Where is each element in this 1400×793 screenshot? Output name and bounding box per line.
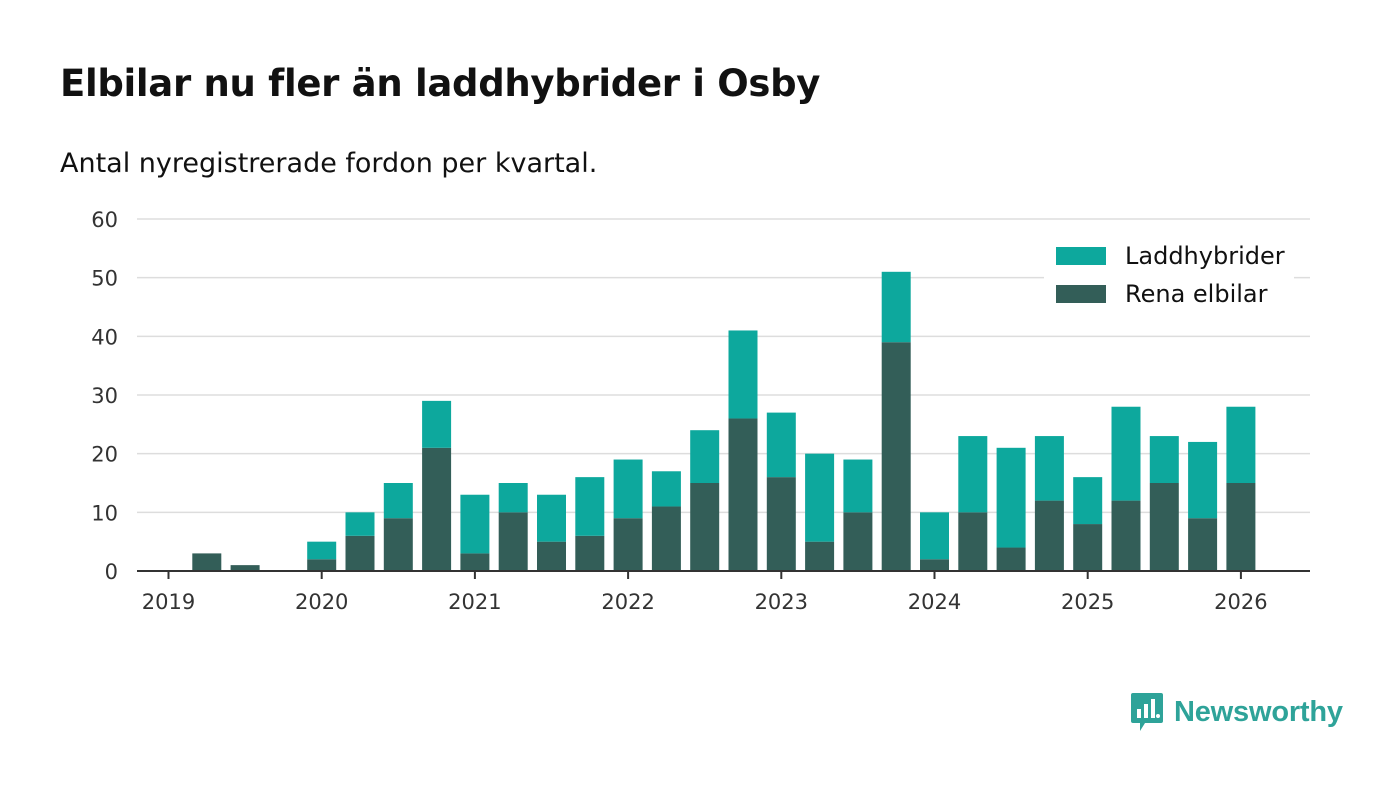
bar-rena-elbilar-2022-Q3 [690,483,720,571]
bar-laddhybrider-2024-Q3 [996,447,1026,548]
bar-rena-elbilar-2022-Q1 [613,518,643,571]
bar-laddhybrider-2023-Q1 [766,412,796,478]
bar-rena-elbilar-2020-Q4 [422,447,452,571]
bar-laddhybrider-2020-Q1 [307,541,337,560]
bar-rena-elbilar-2024-Q3 [996,547,1026,571]
bar-rena-elbilar-2024-Q2 [958,512,988,571]
x-tick-label: 2025 [1061,590,1114,614]
bar-rena-elbilar-2025-Q2 [1111,500,1141,571]
bar-laddhybrider-2025-Q3 [1149,436,1179,483]
bar-rena-elbilar-2020-Q1 [307,559,337,571]
bar-rena-elbilar-2026-Q1 [1226,483,1256,571]
bar-rena-elbilar-2024-Q1 [920,559,949,571]
bar-laddhybrider-2020-Q3 [383,483,413,519]
y-tick-label: 60 [91,208,118,232]
legend-swatch-laddhybrider [1056,247,1106,265]
bar-rena-elbilar-2025-Q4 [1188,518,1218,571]
bar-rena-elbilar-2024-Q4 [1034,500,1064,571]
bar-rena-elbilar-2025-Q1 [1073,524,1103,571]
bar-laddhybrider-2023-Q2 [805,453,835,542]
bar-rena-elbilar-2021-Q3 [537,541,566,571]
bar-rena-elbilar-2025-Q3 [1149,483,1179,571]
bar-laddhybrider-2021-Q4 [575,477,605,536]
bar-laddhybrider-2024-Q4 [1034,436,1064,501]
bar-laddhybrider-2022-Q3 [690,430,720,483]
x-tick-label: 2022 [601,590,654,614]
x-tick-label: 2024 [908,590,961,614]
bar-rena-elbilar-2023-Q3 [843,512,873,571]
x-tick-label: 2020 [295,590,348,614]
axes: 2019 2020 2021 2022 2023 2024 2025 2026 [137,570,1310,614]
x-tick-label: 2023 [755,590,808,614]
bar-rena-elbilar-2020-Q2 [345,535,375,571]
bar-laddhybrider-2023-Q4 [881,271,911,343]
bar-laddhybrider-2021-Q3 [537,494,566,542]
bar-laddhybrider-2024-Q2 [958,436,988,513]
bar-laddhybrider-2021-Q1 [460,494,490,554]
bar-rena-elbilar-2019-Q3 [230,565,260,571]
legend-label-rena-elbilar: Rena elbilar [1125,280,1268,308]
y-tick-label: 30 [91,384,118,408]
bar-laddhybrider-2020-Q4 [422,400,452,448]
y-tick-label: 10 [91,501,118,525]
brand-logo: Newsworthy [1130,690,1343,734]
bar-rena-elbilar-2022-Q2 [651,506,681,571]
chart-title: Elbilar nu fler än laddhybrider i Osby [60,62,821,105]
bar-laddhybrider-2021-Q2 [498,483,528,513]
y-tick-label: 50 [91,267,118,291]
bar-laddhybrider-2022-Q2 [651,471,681,507]
x-tick-label: 2026 [1214,590,1267,614]
chart-subtitle: Antal nyregistrerade fordon per kvartal. [60,148,598,179]
bar-laddhybrider-2024-Q1 [920,512,949,560]
y-tick-label: 0 [105,560,118,584]
bar-rena-elbilar-2019-Q2 [192,553,222,571]
bar-rena-elbilar-2020-Q3 [383,518,413,571]
bar-rena-elbilar-2022-Q4 [728,418,758,571]
bar-laddhybrider-2022-Q1 [613,459,643,519]
x-tick-label: 2019 [142,590,195,614]
bar-rena-elbilar-2021-Q1 [460,553,490,571]
bar-rena-elbilar-2023-Q2 [805,541,835,571]
bar-rena-elbilar-2023-Q4 [881,342,911,571]
legend-label-laddhybrider: Laddhybrider [1125,242,1285,270]
bar-rena-elbilar-2021-Q2 [498,512,528,571]
bar-laddhybrider-2020-Q2 [345,512,375,536]
bar-laddhybrider-2023-Q3 [843,459,873,513]
y-tick-label: 20 [91,443,118,467]
bar-laddhybrider-2025-Q1 [1073,477,1103,525]
bars [192,271,1256,571]
brand-name: Newsworthy [1174,695,1343,728]
bar-laddhybrider-2026-Q1 [1226,406,1256,483]
legend: Laddhybrider Rena elbilar [1044,238,1294,314]
bar-rena-elbilar-2023-Q1 [766,477,796,571]
legend-swatch-rena-elbilar [1056,285,1106,303]
x-tick-label: 2021 [448,590,501,614]
bar-laddhybrider-2025-Q2 [1111,406,1141,501]
bar-rena-elbilar-2021-Q4 [575,535,605,571]
bar-laddhybrider-2022-Q4 [728,330,758,419]
newsworthy-logo-icon [1131,693,1163,731]
bar-laddhybrider-2025-Q4 [1188,441,1218,519]
y-tick-label: 40 [91,325,118,349]
